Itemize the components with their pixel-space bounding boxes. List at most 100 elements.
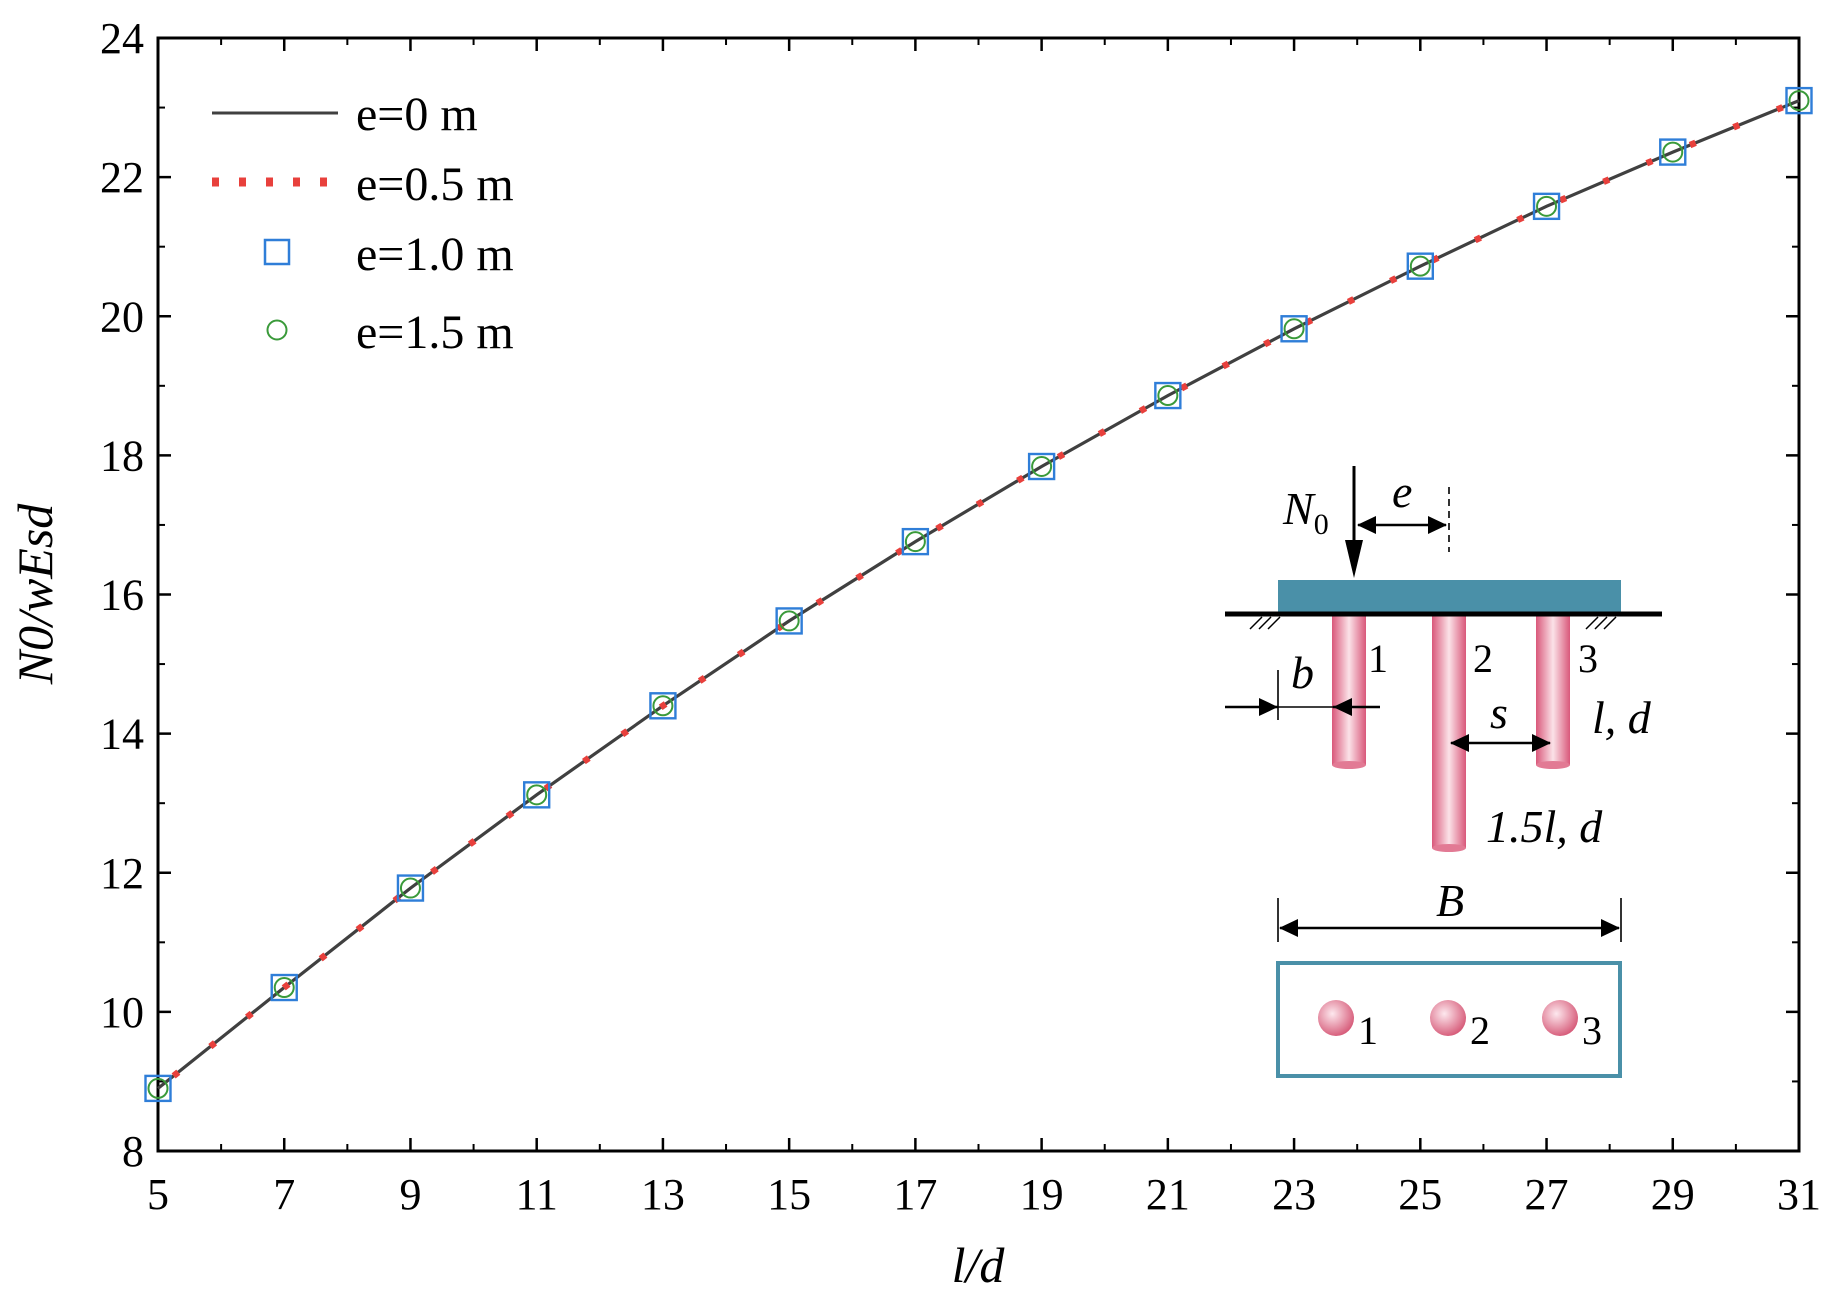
point-e10 — [1406, 252, 1435, 280]
x-tick-label: 5 — [147, 1170, 169, 1219]
series-layer — [144, 86, 1813, 1103]
x-tick-label: 27 — [1525, 1170, 1569, 1219]
y-tick-label: 16 — [100, 571, 144, 620]
x-tick-label: 15 — [767, 1170, 811, 1219]
plan-pile-1 — [1318, 1000, 1354, 1036]
ground-hatch-left — [1249, 616, 1281, 630]
pile-label-1: 1 — [1368, 636, 1388, 681]
edge-distance-label: b — [1291, 647, 1314, 698]
edge-distance-arrow-left — [1259, 698, 1278, 716]
point-e15 — [1283, 318, 1305, 340]
y-tick-label: 12 — [100, 849, 144, 898]
axis-ticks — [156, 36, 1801, 1153]
y-axis-title: N0/wEsd — [7, 503, 63, 686]
point-e15 — [1409, 255, 1431, 277]
width-arrow-right — [1601, 919, 1620, 937]
inset-schematic: N0 e 1 2 3 b s — [1225, 466, 1662, 1078]
x-tick-label: 13 — [641, 1170, 685, 1219]
width-label: B — [1436, 875, 1464, 926]
legend-entry-1: e=0 m — [356, 88, 478, 141]
point-e10 — [901, 527, 930, 556]
x-axis-title: l/d — [952, 1237, 1006, 1293]
point-e10 — [270, 973, 298, 1002]
x-tick-label: 7 — [273, 1170, 295, 1219]
spacing-label: s — [1490, 687, 1508, 738]
x-tick-label: 17 — [893, 1170, 937, 1219]
point-e15 — [1536, 195, 1558, 217]
pile-label-2: 2 — [1473, 636, 1493, 681]
x-tick-label: 25 — [1398, 1170, 1442, 1219]
legend-entry-4: e=1.5 m — [356, 306, 514, 359]
load-arrow-head — [1345, 540, 1363, 578]
pile-1 — [1332, 613, 1366, 765]
legend-sample-open-square — [263, 238, 291, 266]
plan-pile-3 — [1542, 1000, 1578, 1036]
point-e10 — [1532, 192, 1561, 221]
x-tick-label: 23 — [1272, 1170, 1316, 1219]
legend: e=0 m e=0.5 m e=1.0 m e=1.5 m — [212, 88, 514, 359]
load-label-subscript: 0 — [1314, 508, 1329, 541]
x-tick-label: 19 — [1020, 1170, 1064, 1219]
plan-pile-label-3: 3 — [1582, 1008, 1602, 1053]
pile-cap — [1278, 580, 1621, 613]
point-e15 — [273, 977, 295, 999]
pile-label-3: 3 — [1578, 636, 1598, 681]
point-e10 — [144, 1074, 172, 1103]
edge-distance-arrow-right — [1333, 698, 1352, 716]
point-e15 — [1157, 385, 1179, 407]
point-e15 — [904, 531, 926, 553]
y-tick-label: 20 — [100, 292, 144, 341]
point-e10 — [775, 607, 803, 635]
point-e10 — [1659, 138, 1687, 166]
x-tick-label: 11 — [516, 1170, 558, 1219]
point-e10 — [1785, 86, 1813, 115]
x-tick-label: 31 — [1777, 1170, 1821, 1219]
y-tick-label: 14 — [100, 710, 144, 759]
eccentricity-label: e — [1392, 466, 1412, 517]
point-e10 — [649, 692, 677, 720]
axis-tick-labels: 5 7 9 11 13 15 17 19 21 23 25 27 29 31810121416182022… — [100, 14, 1821, 1219]
point-e10 — [1280, 315, 1308, 343]
point-e15 — [652, 695, 674, 717]
load-label: N0 — [1282, 483, 1329, 541]
point-e10 — [1154, 381, 1182, 410]
x-tick-label: 29 — [1651, 1170, 1695, 1219]
point-e15 — [778, 610, 800, 632]
point-e15 — [147, 1077, 169, 1099]
plan-pile-label-2: 2 — [1470, 1008, 1490, 1053]
pile-2 — [1432, 613, 1466, 848]
spacing-arrow-right — [1532, 734, 1551, 752]
point-e10 — [522, 781, 551, 809]
point-e10 — [396, 874, 425, 902]
spacing-arrow-left — [1450, 734, 1469, 752]
width-arrow-left — [1279, 919, 1298, 937]
y-tick-label: 24 — [100, 14, 144, 63]
plan-pile-2 — [1430, 1000, 1466, 1036]
y-tick-label: 10 — [100, 988, 144, 1037]
short-pile-label: l, d — [1592, 692, 1652, 743]
x-tick-label: 9 — [399, 1170, 421, 1219]
eccentricity-arrow-right — [1428, 516, 1447, 534]
legend-sample-open-circle — [266, 319, 288, 341]
pile-1-tip — [1332, 761, 1366, 769]
series-line-e05 — [155, 97, 1801, 1091]
point-e15 — [1031, 456, 1053, 478]
y-tick-label: 22 — [100, 153, 144, 202]
x-tick-label: 21 — [1146, 1170, 1190, 1219]
point-e15 — [1662, 141, 1684, 163]
y-tick-label: 8 — [122, 1127, 144, 1176]
y-tick-label: 18 — [100, 431, 144, 480]
ground-hatch-right — [1585, 616, 1617, 630]
eccentricity-arrow-left — [1357, 516, 1376, 534]
pile-3-tip — [1536, 761, 1570, 769]
long-pile-label: 1.5l, d — [1486, 801, 1603, 852]
point-e15 — [1788, 90, 1810, 112]
point-e15 — [399, 877, 421, 899]
pile-2-tip — [1432, 844, 1466, 852]
plan-pile-label-1: 1 — [1358, 1008, 1378, 1053]
legend-entry-2: e=0.5 m — [356, 158, 514, 211]
point-e15 — [526, 784, 548, 806]
point-e10 — [1027, 452, 1056, 481]
legend-entry-3: e=1.0 m — [356, 228, 514, 281]
